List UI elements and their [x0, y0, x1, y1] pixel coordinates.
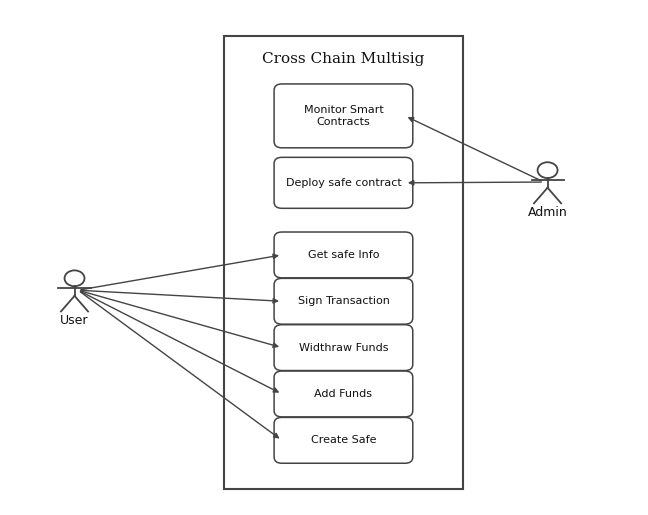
FancyBboxPatch shape	[274, 158, 413, 208]
FancyBboxPatch shape	[274, 84, 413, 148]
Text: Sign Transaction: Sign Transaction	[297, 296, 389, 306]
Text: Cross Chain Multisig: Cross Chain Multisig	[262, 52, 424, 65]
Text: Admin: Admin	[527, 206, 568, 219]
FancyBboxPatch shape	[274, 232, 413, 278]
Text: Widthraw Funds: Widthraw Funds	[299, 342, 388, 353]
FancyBboxPatch shape	[274, 371, 413, 417]
Bar	[224, 36, 463, 489]
Text: Monitor Smart
Contracts: Monitor Smart Contracts	[303, 105, 384, 127]
Text: User: User	[60, 314, 89, 327]
Text: Add Funds: Add Funds	[314, 389, 373, 399]
FancyBboxPatch shape	[274, 279, 413, 324]
FancyBboxPatch shape	[274, 325, 413, 371]
FancyBboxPatch shape	[274, 417, 413, 464]
Text: Deploy safe contract: Deploy safe contract	[286, 178, 401, 188]
Text: Get safe Info: Get safe Info	[308, 250, 379, 260]
Text: Create Safe: Create Safe	[310, 435, 376, 445]
